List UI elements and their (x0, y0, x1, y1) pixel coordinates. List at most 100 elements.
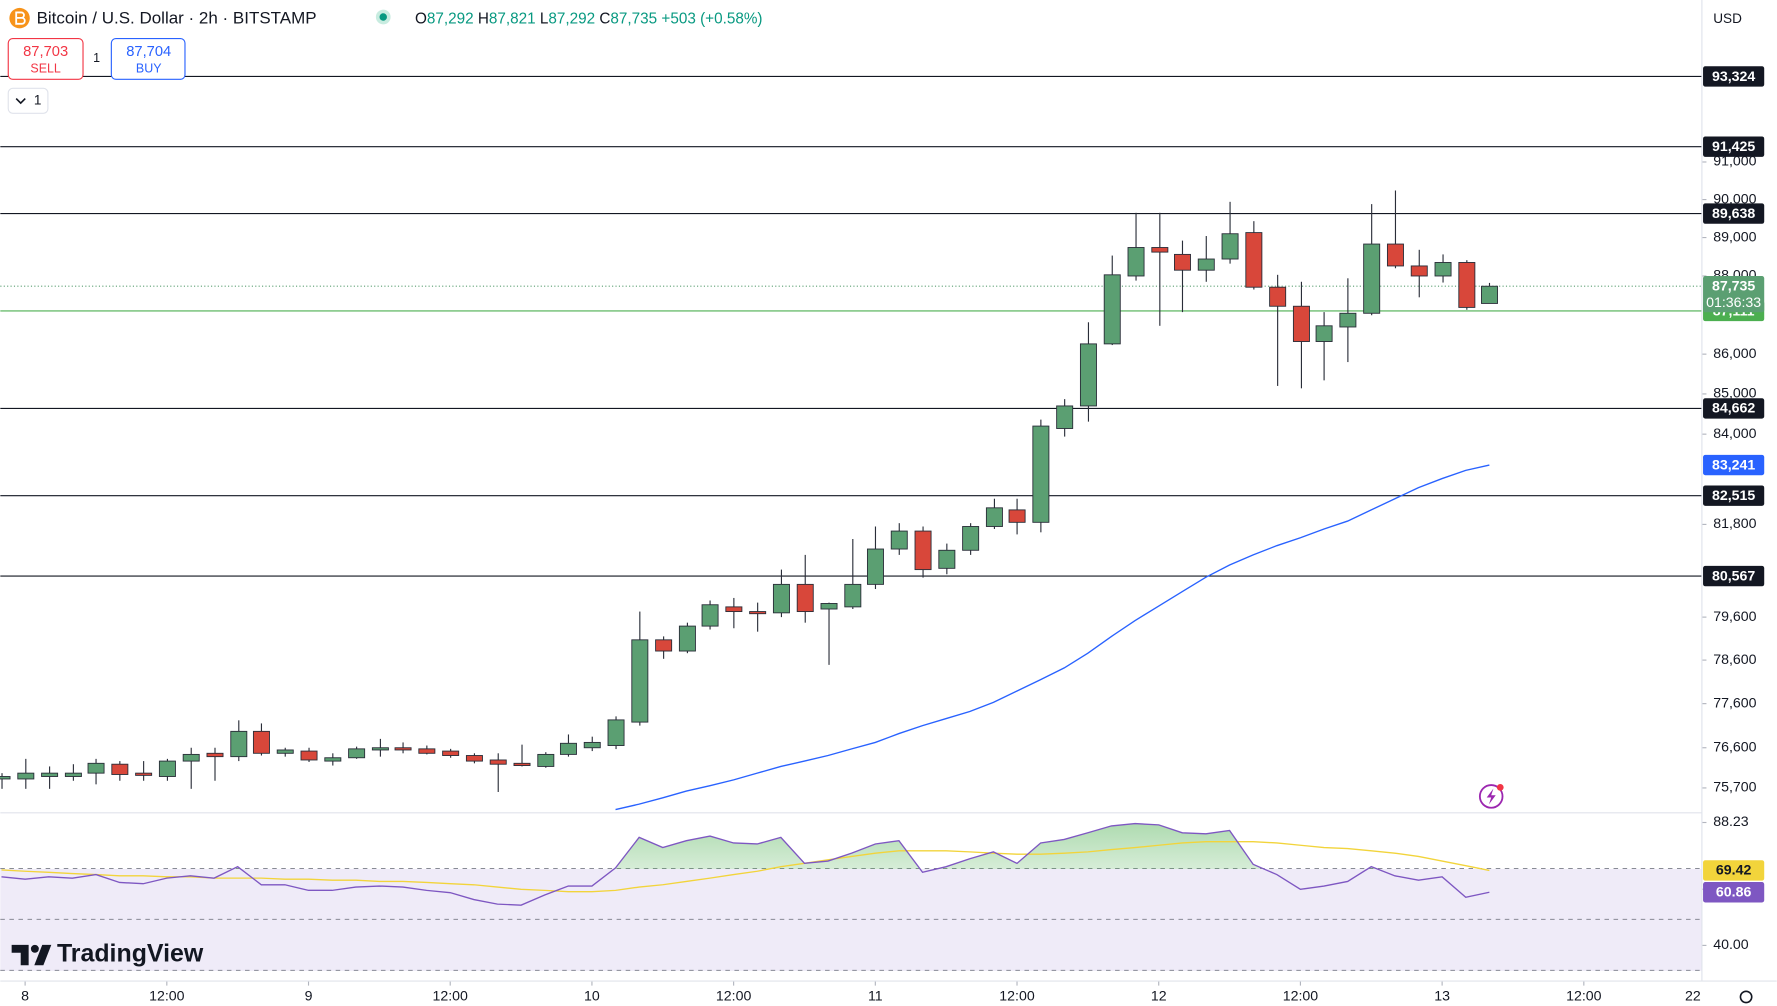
x-tick-label: 11 (868, 989, 883, 1005)
candle-body (1410, 265, 1428, 277)
price-badge (1703, 485, 1765, 506)
y-tick-label: 77,600 (1713, 695, 1756, 711)
candle-body (206, 752, 224, 758)
x-tick-label: 12:00 (433, 989, 469, 1005)
candle-body (135, 772, 153, 776)
ohlc-value: 87,292 (427, 10, 474, 27)
moving-average (615, 464, 1490, 811)
price-badge-label: 93,324 (1712, 69, 1755, 85)
candle-body (87, 762, 105, 774)
y-tick-label: 90,000 (1713, 191, 1756, 207)
price-badge (1703, 565, 1765, 587)
sell-box[interactable] (7, 37, 84, 80)
x-tick-label: 12:00 (999, 989, 1035, 1005)
candle-body (1197, 258, 1215, 271)
moving-average-line (615, 464, 1490, 811)
candle-body (64, 772, 82, 777)
spread: 1 (93, 51, 100, 65)
x-tick-label: 12:00 (1566, 989, 1602, 1005)
brand-name[interactable]: TradingView (57, 940, 204, 968)
x-tick-label: 12:00 (149, 989, 185, 1005)
currency-select[interactable]: USD (1706, 4, 1777, 34)
candle-body (985, 507, 1003, 527)
candle-body (324, 757, 342, 762)
y-tick-label: 91,000 (1713, 154, 1756, 170)
candle-body (725, 606, 743, 613)
price-badge-label: 60.86 (1716, 885, 1752, 901)
candle-body (371, 747, 389, 751)
overbought-fill (1, 823, 1490, 869)
y-tick-label: 75,700 (1713, 780, 1756, 796)
buy-button[interactable]: 87,704 BUY (110, 37, 186, 80)
sell-price[interactable]: 87,703 (23, 44, 68, 60)
candle-body (890, 530, 908, 550)
candle-body (513, 762, 531, 767)
candle-body (607, 719, 625, 746)
last-price-badge (1703, 276, 1765, 313)
candle-body (1269, 286, 1287, 307)
candle-body (111, 763, 129, 775)
logo-mark (11, 944, 29, 966)
price-badge (1703, 203, 1765, 224)
candle-body (1127, 247, 1145, 277)
sell-button[interactable]: 87,703 SELL (7, 37, 84, 80)
currency-box[interactable] (1706, 4, 1777, 34)
ohlc-key: O (415, 10, 427, 27)
candle-body (1363, 243, 1381, 314)
candle-body (844, 583, 862, 608)
candle-body (559, 742, 577, 755)
candle-body (962, 526, 980, 551)
y-tick-label: 88.23 (1713, 814, 1749, 830)
x-tick-label: 12:00 (1283, 989, 1319, 1005)
y-tick-label: 89,000 (1713, 229, 1756, 245)
candle-body (0, 776, 11, 780)
brand-logo[interactable]: TradingView (11, 940, 204, 968)
interval-toggle[interactable]: 1 (7, 87, 49, 114)
candle-body (1481, 285, 1498, 304)
price-badge (1703, 860, 1765, 881)
alert-icon[interactable] (1478, 783, 1504, 809)
settings-icon[interactable] (1739, 990, 1753, 1004)
ohlc-key: C (599, 10, 610, 27)
candle-body (1079, 343, 1097, 407)
price-badge (1703, 398, 1765, 419)
candle-body (655, 639, 673, 652)
price-badge (1703, 136, 1765, 157)
price-badge (1703, 882, 1765, 903)
rsi-band (0, 868, 1702, 971)
ohlc-key: H (478, 10, 489, 27)
candle-body (348, 748, 366, 759)
buy-price[interactable]: 87,704 (126, 44, 171, 60)
buy-box[interactable] (110, 37, 186, 80)
candle-body (1151, 247, 1169, 253)
candle-body (583, 741, 601, 749)
x-tick-label: 12:00 (716, 989, 752, 1005)
symbol-title[interactable]: Bitcoin / U.S. Dollar · 2h · BITSTAMP (37, 9, 317, 28)
interval-box[interactable] (7, 87, 49, 114)
candle-body (631, 639, 649, 723)
currency-label[interactable]: USD (1713, 11, 1742, 26)
interval-label[interactable]: 1 (34, 92, 42, 107)
ohlc-value: 87,735 (610, 10, 657, 27)
buy-label[interactable]: BUY (136, 61, 162, 75)
candle-body (1032, 425, 1050, 523)
candles (0, 190, 1498, 792)
candle-body (537, 753, 555, 767)
y-tick-label: 76,600 (1713, 739, 1756, 755)
candle-body (938, 549, 956, 569)
x-tick-label: 10 (584, 989, 600, 1005)
logo-dot (30, 944, 39, 953)
candle-body (489, 759, 507, 765)
candle-body (41, 772, 59, 777)
x-tick-label: 9 (305, 989, 313, 1005)
sell-label[interactable]: SELL (30, 61, 61, 75)
candle-body (1339, 312, 1357, 328)
candle-body (1458, 262, 1476, 308)
rsi-line (1, 841, 1490, 893)
candle-body (1292, 305, 1310, 342)
candle-body (465, 755, 483, 762)
alert-dot (1496, 783, 1504, 791)
range-label: 22 (1685, 989, 1701, 1005)
